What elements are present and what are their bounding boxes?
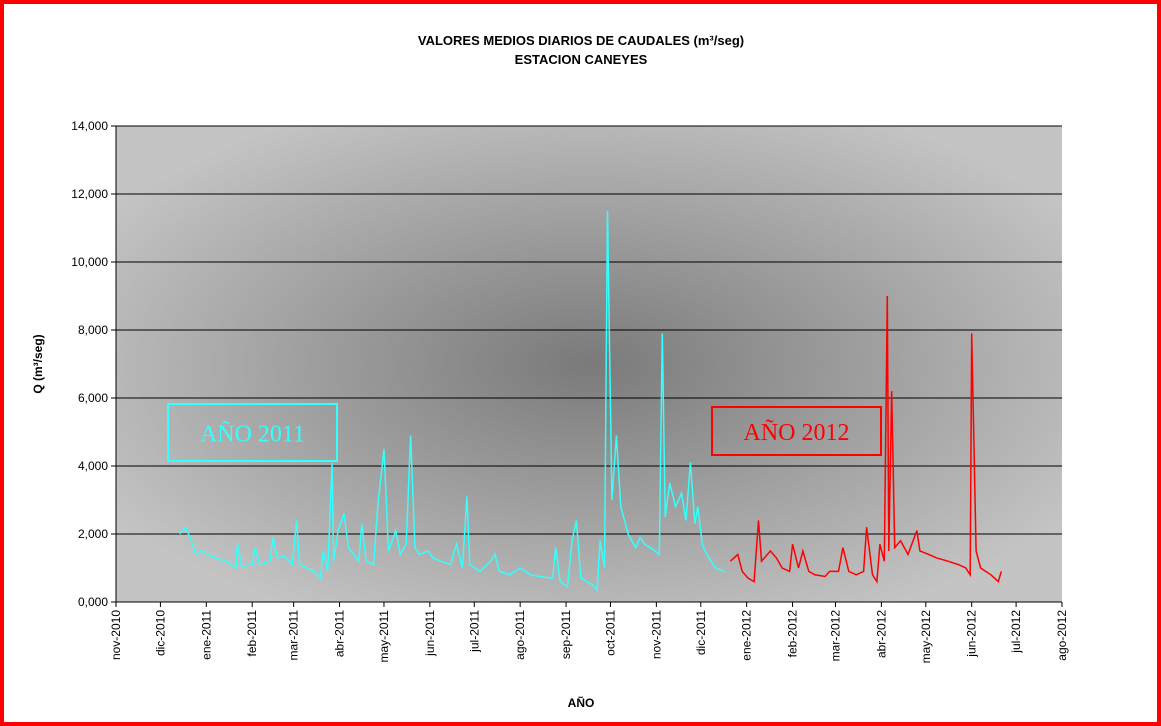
y-tick-label: 8,000	[78, 323, 108, 337]
x-tick-label: jul-2012	[1009, 610, 1023, 654]
annotation-box	[167, 403, 338, 462]
x-tick-label: dic-2011	[694, 610, 708, 655]
x-tick-label: abr-2012	[874, 610, 888, 658]
x-tick-label: jun-2012	[965, 610, 979, 658]
x-tick-label: mar-2012	[828, 610, 842, 662]
y-tick-label: 2,000	[78, 527, 108, 541]
x-tick-label: ago-2011	[513, 610, 527, 660]
x-tick-label: may-2011	[377, 610, 391, 663]
y-tick-label: 4,000	[78, 459, 108, 473]
x-tick-label: may-2012	[919, 610, 933, 664]
x-tick-label: abr-2011	[333, 610, 347, 657]
y-axis-title: Q (m³/seg)	[31, 334, 45, 393]
x-tick-label: jul-2011	[467, 610, 481, 653]
y-tick-label: 10,000	[71, 255, 108, 269]
chart-subtitle: ESTACION CANEYES	[515, 52, 648, 67]
x-tick-label: ene-2012	[740, 610, 754, 661]
chart-title: VALORES MEDIOS DIARIOS DE CAUDALES (m³/s…	[418, 33, 744, 48]
series-line	[179, 210, 725, 592]
series-line	[729, 295, 1003, 584]
x-tick-label: mar-2011	[287, 610, 301, 661]
x-axis-title: AÑO	[568, 695, 595, 710]
x-tick-label: jun-2011	[423, 610, 437, 657]
annotation-text: AÑO 2011	[200, 422, 305, 448]
y-tick-label: 12,000	[71, 187, 108, 201]
y-tick-label: 0,000	[78, 595, 108, 609]
annotation-text: AÑO 2012	[744, 420, 850, 446]
x-tick-label: oct-2011	[603, 610, 617, 656]
plot-area	[116, 126, 1062, 602]
annotation-box	[711, 406, 882, 456]
x-tick-label: sep-2011	[559, 610, 573, 659]
x-tick-label: ene-2011	[199, 610, 213, 660]
x-tick-label: dic-2010	[153, 610, 167, 656]
x-tick-label: ago-2012	[1055, 610, 1069, 661]
x-tick-label: nov-2011	[649, 610, 663, 659]
y-tick-label: 6,000	[78, 391, 108, 405]
y-tick-label: 14,000	[71, 119, 108, 133]
x-tick-label: feb-2012	[786, 610, 800, 658]
x-tick-label: feb-2011	[245, 610, 259, 657]
x-tick-label: nov-2010	[109, 610, 123, 660]
